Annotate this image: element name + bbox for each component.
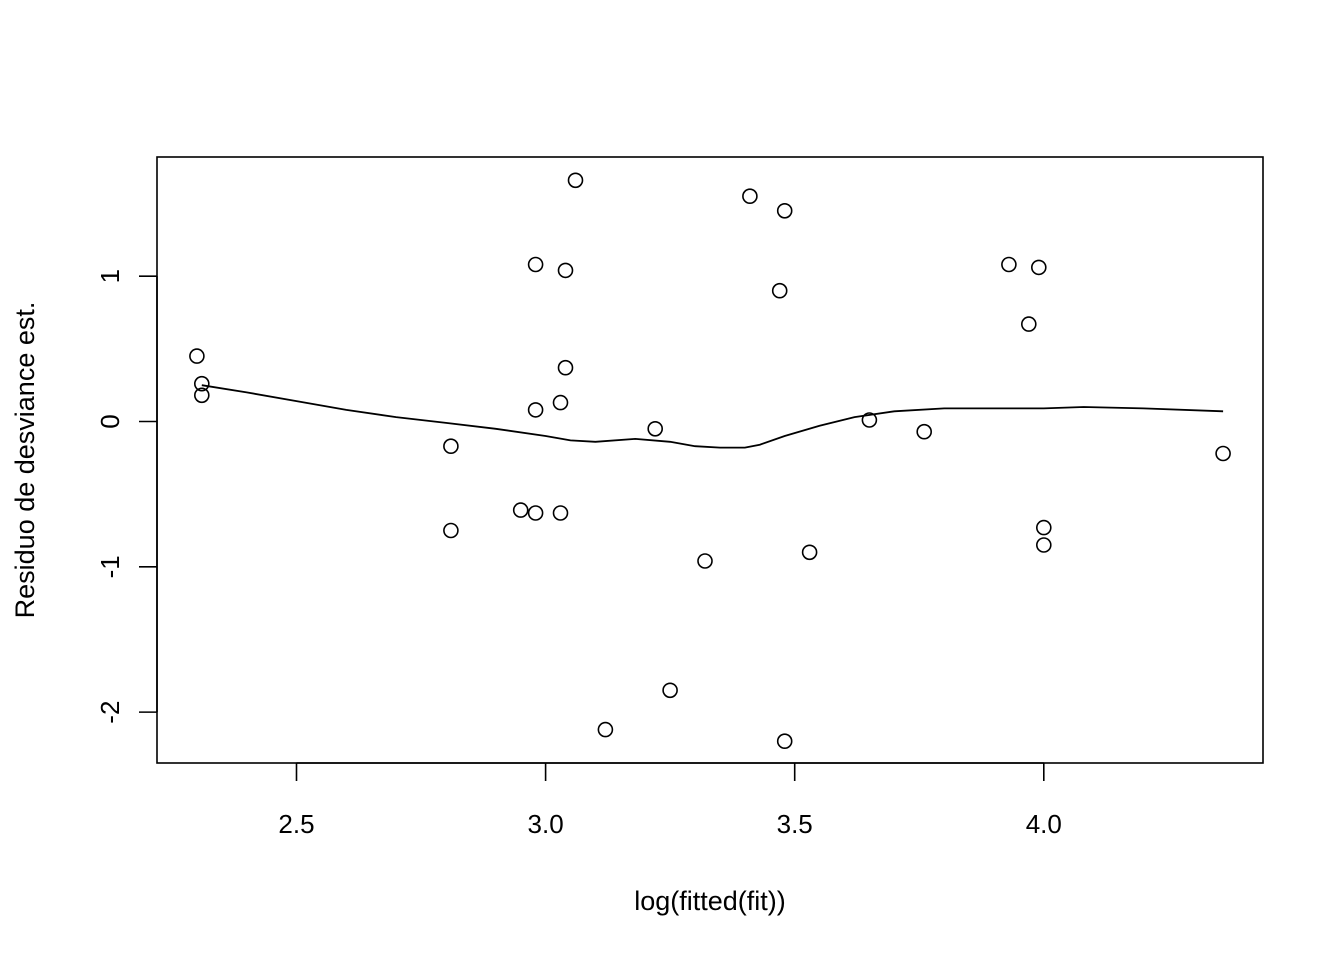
y-tick-label: -1 bbox=[95, 555, 125, 578]
data-point bbox=[552, 394, 569, 411]
data-point bbox=[771, 282, 788, 299]
data-point bbox=[1036, 519, 1052, 536]
x-axis: 2.5 3.0 3.5 4.0 bbox=[278, 762, 1062, 839]
data-point bbox=[552, 505, 569, 521]
x-tick-label: 4.0 bbox=[1026, 809, 1062, 839]
data-point bbox=[443, 522, 459, 539]
data-point bbox=[916, 423, 933, 440]
data-point bbox=[512, 502, 529, 518]
x-axis-title: log(fitted(fit)) bbox=[634, 886, 786, 916]
y-tick-label: -2 bbox=[95, 701, 125, 724]
data-point bbox=[697, 553, 713, 569]
data-point bbox=[1215, 445, 1231, 462]
y-tick-label: 1 bbox=[95, 269, 125, 283]
data-point bbox=[861, 412, 878, 428]
x-tick-label: 3.5 bbox=[777, 809, 813, 839]
data-point bbox=[662, 682, 678, 699]
data-point bbox=[776, 203, 793, 219]
data-point bbox=[1031, 259, 1047, 276]
data-point bbox=[597, 721, 614, 738]
data-point bbox=[527, 402, 544, 418]
scatter-points bbox=[189, 172, 1231, 750]
data-point bbox=[527, 505, 544, 521]
data-point bbox=[776, 733, 793, 750]
data-point bbox=[194, 375, 210, 392]
data-point bbox=[557, 262, 574, 279]
x-tick-label: 2.5 bbox=[278, 809, 314, 839]
data-point bbox=[1021, 316, 1037, 332]
y-axis: -2 -1 0 1 bbox=[95, 269, 158, 724]
data-point bbox=[1001, 256, 1017, 273]
x-tick-label: 3.0 bbox=[528, 809, 564, 839]
data-point bbox=[1036, 537, 1052, 553]
smooth-line bbox=[201, 384, 1224, 449]
data-point bbox=[557, 359, 574, 376]
data-point bbox=[567, 172, 584, 189]
data-point bbox=[189, 348, 205, 364]
data-point bbox=[194, 387, 210, 404]
data-point bbox=[443, 438, 459, 455]
data-point bbox=[527, 256, 544, 273]
plot-frame bbox=[156, 156, 1264, 764]
y-tick-label: 0 bbox=[95, 414, 125, 428]
data-point bbox=[801, 544, 818, 561]
y-axis-title: Residuo de desviance est. bbox=[10, 302, 40, 619]
data-point bbox=[742, 188, 758, 204]
data-point bbox=[647, 420, 664, 437]
